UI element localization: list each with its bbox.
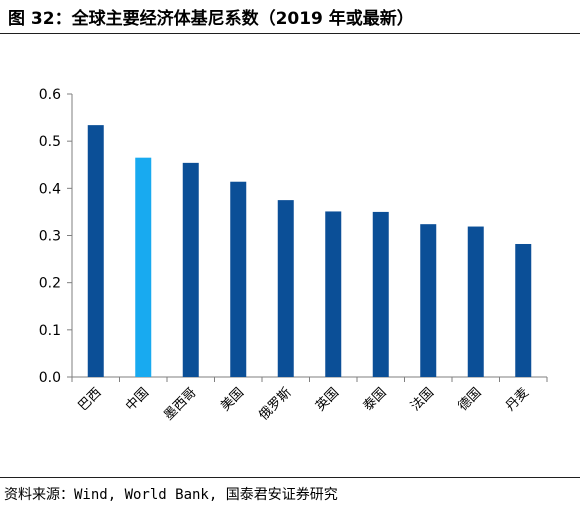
y-tick-label: 0.6 (39, 87, 61, 103)
x-tick-label: 俄罗斯 (256, 385, 294, 423)
x-tick-label: 泰国 (361, 385, 390, 414)
title-divider (0, 33, 580, 34)
bar (467, 226, 484, 377)
y-tick-label: 0.0 (39, 370, 61, 386)
bar (277, 200, 294, 377)
y-tick-label: 0.2 (39, 276, 61, 292)
x-tick-label: 中国 (123, 385, 152, 414)
bar (515, 243, 532, 377)
chart-title: 图 32：全球主要经济体基尼系数（2019 年或最新） (8, 9, 414, 29)
bar (87, 125, 104, 377)
y-tick-label: 0.5 (39, 134, 61, 150)
y-tick-label: 0.4 (39, 181, 61, 197)
x-axis: 巴西 中国 墨西哥 美国 俄罗斯 英国 泰国 法国 德国 丹麦 (71, 376, 548, 423)
source-note: 资料来源：Wind, World Bank, 国泰君安证券研究 (4, 487, 338, 503)
y-axis: 0.0 0.1 0.2 0.3 0.4 0.5 0.6 (39, 87, 73, 386)
bar (182, 162, 199, 377)
x-tick-label: 巴西 (76, 385, 105, 414)
bar (325, 211, 342, 377)
x-tick-label: 英国 (313, 385, 342, 414)
y-tick-label: 0.3 (39, 229, 61, 245)
bar (135, 157, 152, 377)
x-tick-label: 法国 (408, 385, 437, 414)
bar-series (87, 125, 532, 377)
x-tick-label: 丹麦 (503, 385, 532, 414)
bar (230, 181, 247, 377)
x-tick-label: 德国 (456, 385, 485, 414)
x-tick-label: 美国 (218, 385, 247, 414)
bar (420, 224, 437, 377)
source-divider (0, 477, 580, 478)
bar-chart: 0.0 0.1 0.2 0.3 0.4 0.5 0.6 巴西 中国 墨西哥 美国 俄罗斯 英国 泰国 法国… (39, 87, 548, 423)
y-tick-label: 0.1 (39, 323, 61, 339)
x-tick-label: 墨西哥 (161, 385, 199, 423)
bar (372, 211, 389, 377)
